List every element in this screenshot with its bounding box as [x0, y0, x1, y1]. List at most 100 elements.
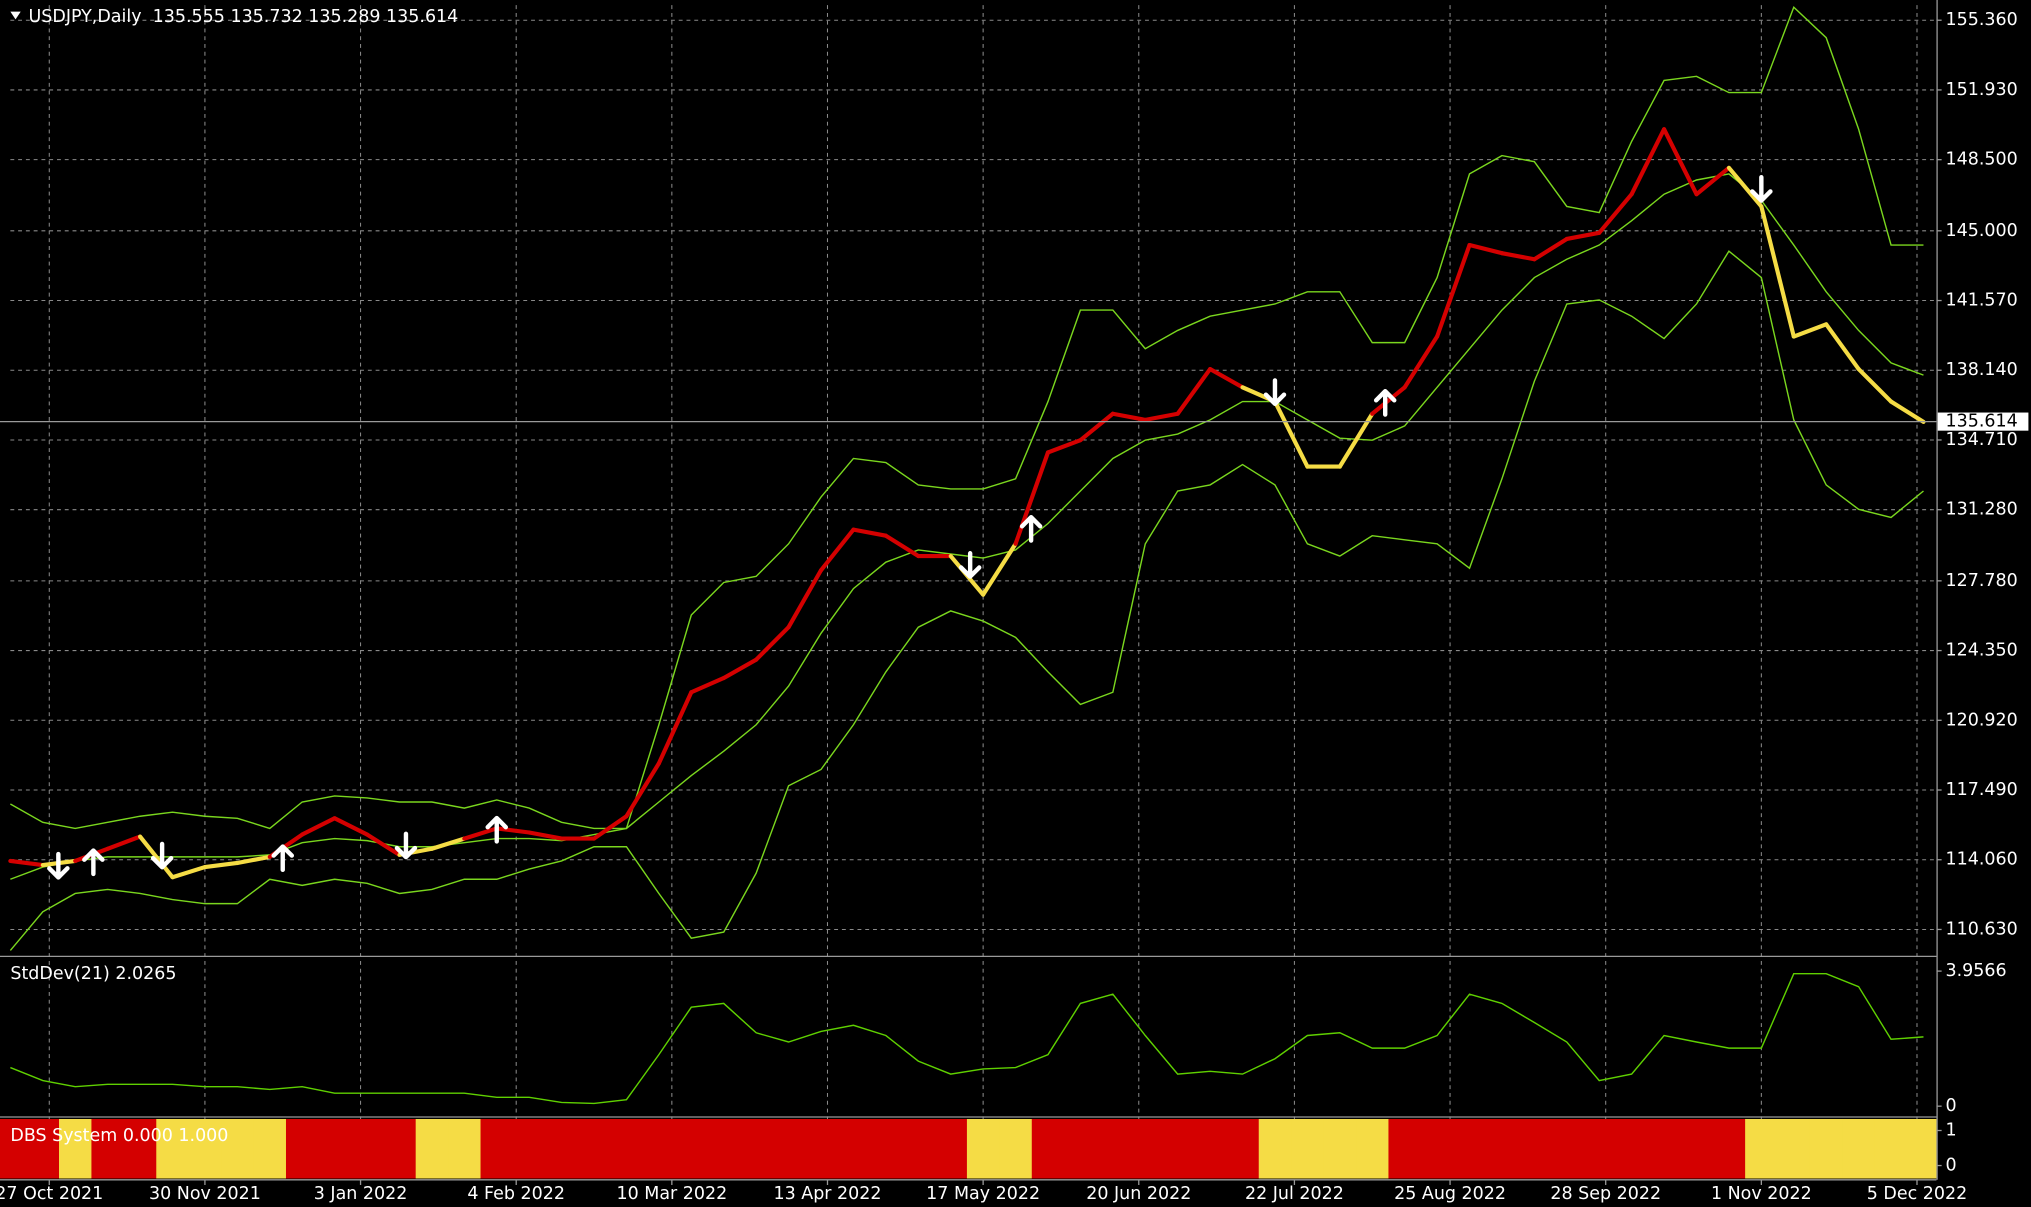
state-block — [1388, 1118, 1422, 1179]
x-tick-label: 17 May 2022 — [926, 1184, 1040, 1204]
signal-arrow — [47, 851, 70, 880]
x-tick-label: 10 Mar 2022 — [616, 1184, 727, 1204]
state-block — [1031, 1118, 1065, 1179]
price-segment — [1791, 322, 1829, 339]
x-tick-label: 5 Dec 2022 — [1867, 1184, 1967, 1204]
state-block — [1874, 1118, 1908, 1179]
signal-arrow — [1750, 175, 1773, 203]
price-segment — [1824, 322, 1861, 372]
price-segment — [332, 816, 370, 837]
state-block — [1777, 1118, 1811, 1179]
y-tick-label: 3.9566 — [1946, 961, 2007, 981]
state-block — [1356, 1118, 1390, 1179]
x-tick-label: 28 Sep 2022 — [1550, 1184, 1661, 1204]
y-tick-label: 155.360 — [1946, 10, 2018, 30]
x-tick-label: 1 Nov 2022 — [1711, 1184, 1812, 1204]
state-block — [1226, 1118, 1260, 1179]
state-block — [902, 1118, 936, 1179]
state-block — [285, 1118, 320, 1179]
band-line — [10, 173, 1924, 880]
price-segment — [754, 625, 791, 662]
state-block — [804, 1118, 838, 1179]
state-block — [577, 1118, 611, 1179]
state-block — [1193, 1118, 1227, 1179]
state-block — [1809, 1118, 1844, 1179]
price-segment — [689, 675, 726, 695]
signal-arrow — [394, 831, 418, 860]
state-block — [772, 1118, 806, 1179]
state-block — [1291, 1118, 1325, 1179]
collapse-icon[interactable] — [10, 11, 21, 20]
grid-layer — [10, 5, 1937, 1179]
state-block — [1615, 1118, 1649, 1179]
state-block — [59, 1118, 93, 1179]
state-block — [1745, 1118, 1779, 1179]
state-block — [480, 1118, 514, 1179]
x-tick-label: 27 Oct 2021 — [0, 1184, 103, 1204]
y-tick-label: 148.500 — [1946, 150, 2018, 170]
y-tick-label: 0 — [1946, 1096, 1957, 1116]
price-segment — [1208, 366, 1245, 390]
signal-arrow — [150, 841, 174, 870]
price-segment — [1564, 230, 1602, 242]
state-block — [869, 1118, 903, 1179]
price-segment — [656, 690, 694, 766]
price-segment — [527, 830, 564, 841]
last-price-label: 135.614 — [1946, 412, 2018, 432]
y-tick-label: 151.930 — [1946, 80, 2018, 100]
state-block — [1161, 1118, 1195, 1179]
y-tick-label: 145.000 — [1946, 221, 2018, 241]
signal-arrow — [485, 815, 509, 844]
state-block — [91, 1118, 125, 1179]
price-segment — [1694, 165, 1731, 197]
state-block — [1096, 1118, 1130, 1179]
x-tick-label: 22 Jul 2022 — [1245, 1184, 1344, 1204]
dbs-panel — [0, 1118, 1937, 1179]
dbs-title: DBS System 0.000 1.000 — [10, 1126, 228, 1146]
price-segment — [137, 834, 175, 880]
state-block — [383, 1118, 417, 1179]
state-block — [1712, 1118, 1746, 1179]
state-block — [188, 1118, 222, 1179]
price-segment — [1499, 251, 1537, 262]
state-block — [26, 1118, 60, 1179]
price-segment — [300, 816, 337, 837]
price-segment — [1888, 399, 1926, 424]
x-tick-label: 13 Apr 2022 — [773, 1184, 881, 1204]
price-segment — [1759, 204, 1796, 339]
price-segment — [1856, 366, 1894, 404]
state-block — [253, 1118, 287, 1179]
state-block — [934, 1118, 968, 1179]
state-block — [545, 1118, 579, 1179]
price-segment — [818, 527, 856, 573]
price-segment — [1435, 242, 1472, 339]
price-segment — [883, 533, 921, 559]
chart-title: USDJPY,Daily 135.555 135.732 135.289 135… — [28, 7, 458, 27]
price-segment — [1013, 450, 1051, 546]
state-block — [837, 1118, 871, 1179]
state-block — [512, 1118, 547, 1179]
state-block — [1550, 1118, 1584, 1179]
band-line — [9, 250, 1924, 951]
state-block — [1323, 1118, 1357, 1179]
price-panel — [0, 5, 1937, 951]
price-segment — [1370, 385, 1407, 416]
state-block — [966, 1118, 1000, 1179]
state-block — [999, 1118, 1033, 1179]
state-block — [1583, 1118, 1617, 1179]
state-block — [350, 1118, 384, 1179]
y-tick-label: 131.280 — [1946, 500, 2018, 520]
price-segment — [1175, 366, 1213, 416]
state-block — [1680, 1118, 1714, 1179]
x-tick-label: 4 Feb 2022 — [467, 1184, 565, 1204]
signal-arrow — [958, 551, 982, 579]
last-price-box — [1937, 412, 2029, 431]
state-block — [448, 1118, 482, 1179]
price-segment — [1661, 127, 1699, 197]
state-block — [221, 1118, 255, 1179]
y-tick-label: 110.630 — [1946, 919, 2018, 939]
signal-arrow — [271, 844, 295, 873]
price-segment — [429, 836, 467, 851]
state-block — [1258, 1118, 1292, 1179]
